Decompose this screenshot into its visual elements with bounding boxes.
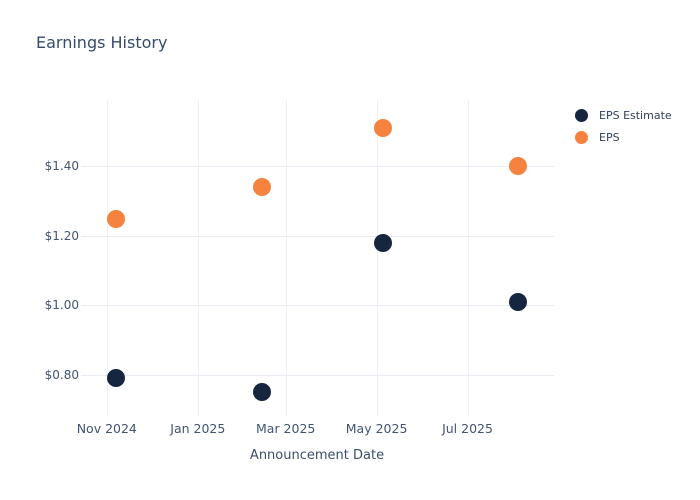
eps-estimate-point[interactable] bbox=[106, 369, 125, 388]
horizontal-gridline--1-20 bbox=[81, 235, 554, 237]
x-axis-title: Announcement Date bbox=[249, 448, 385, 463]
y-tick-label--1-40: $1.40 bbox=[44, 159, 79, 174]
eps-estimate-point[interactable] bbox=[252, 383, 271, 402]
eps-point[interactable] bbox=[106, 209, 125, 228]
legend-item-eps[interactable]: EPS bbox=[575, 126, 672, 148]
legend-item-label: EPS bbox=[599, 130, 620, 144]
x-tick-label-jul-2025: Jul 2025 bbox=[442, 421, 493, 436]
x-tick-label-may-2025: May 2025 bbox=[345, 421, 408, 436]
vertical-gridline-jul-2025 bbox=[467, 100, 469, 417]
legend-item-eps-estimate[interactable]: EPS Estimate bbox=[575, 104, 672, 126]
vertical-gridline-nov-2024 bbox=[106, 100, 108, 417]
horizontal-gridline--1-40 bbox=[81, 166, 554, 168]
legend: EPS Estimate EPS bbox=[575, 104, 672, 148]
vertical-gridline-mar-2025 bbox=[285, 100, 287, 417]
x-tick-label-mar-2025: Mar 2025 bbox=[256, 421, 316, 436]
y-tick-label--0-80: $0.80 bbox=[44, 367, 79, 382]
y-tick-label--1-00: $1.00 bbox=[44, 298, 79, 313]
horizontal-gridline--0-80 bbox=[81, 374, 554, 376]
x-tick-label-jan-2025: Jan 2025 bbox=[170, 421, 226, 436]
x-tick-label-nov-2024: Nov 2024 bbox=[76, 421, 137, 436]
legend-marker-icon bbox=[575, 130, 588, 144]
y-tick-label--1-20: $1.20 bbox=[44, 228, 79, 243]
vertical-gridline-may-2025 bbox=[376, 100, 378, 417]
eps-estimate-point[interactable] bbox=[509, 292, 528, 311]
horizontal-gridline--1-00 bbox=[81, 305, 554, 307]
eps-estimate-point[interactable] bbox=[373, 233, 392, 252]
eps-point[interactable] bbox=[252, 178, 271, 197]
eps-point[interactable] bbox=[373, 119, 392, 138]
legend-marker-icon bbox=[575, 108, 588, 122]
vertical-gridline-jan-2025 bbox=[197, 100, 199, 417]
legend-item-label: EPS Estimate bbox=[599, 108, 672, 122]
eps-point[interactable] bbox=[509, 157, 528, 176]
chart-title: Earnings History bbox=[36, 33, 168, 52]
